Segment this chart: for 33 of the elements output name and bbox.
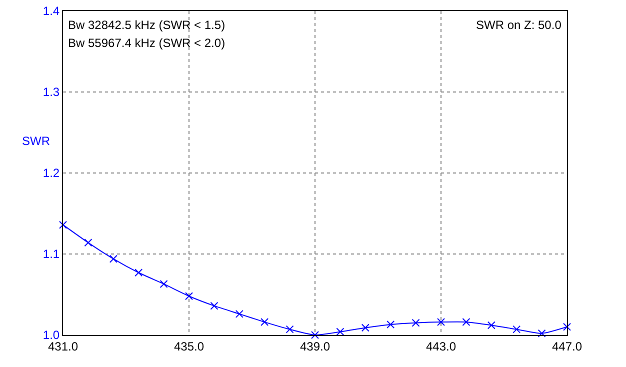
y-axis-title: SWR xyxy=(22,134,50,148)
point xyxy=(260,318,269,326)
point xyxy=(386,320,395,328)
point xyxy=(235,310,244,318)
point xyxy=(160,280,168,288)
point xyxy=(462,318,470,326)
point xyxy=(185,292,193,300)
x-tick-label: 443.0 xyxy=(426,339,456,354)
point xyxy=(336,328,344,336)
annotation: SWR on Z: 50.0 xyxy=(476,18,562,32)
point xyxy=(512,325,521,334)
y-tick-label: 1.2 xyxy=(42,166,60,180)
y-tick-label: 1.1 xyxy=(42,247,60,262)
x-tick-label: 435.0 xyxy=(174,339,204,354)
point xyxy=(286,325,294,334)
point xyxy=(210,302,218,310)
point xyxy=(538,329,546,338)
point xyxy=(311,331,319,339)
point xyxy=(563,322,571,331)
annotation: Bw 55967.4 kHz (SWR < 2.0) xyxy=(68,36,226,50)
x-tick-label: 447.0 xyxy=(552,339,582,354)
point xyxy=(361,324,370,332)
point xyxy=(134,268,143,277)
annotation: Bw 32842.5 kHz (SWR < 1.5) xyxy=(68,18,226,32)
point xyxy=(84,238,92,247)
x-tick-label: 439.0 xyxy=(300,339,330,354)
point xyxy=(109,254,118,263)
y-tick-label: 1.4 xyxy=(42,4,60,18)
point xyxy=(487,321,496,330)
point xyxy=(59,220,67,229)
point xyxy=(437,318,445,326)
y-tick-label: 1.3 xyxy=(42,85,60,100)
point xyxy=(412,318,420,327)
